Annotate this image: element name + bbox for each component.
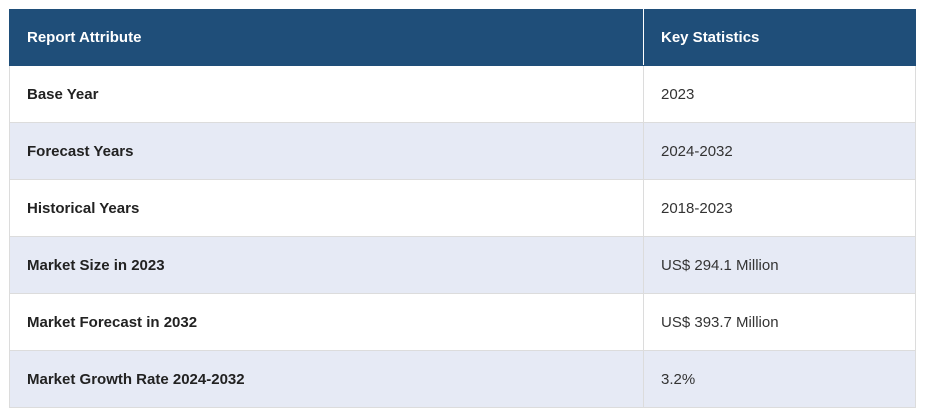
row-attribute: Historical Years xyxy=(9,179,644,237)
row-value: 2023 xyxy=(643,65,916,123)
row-value: US$ 393.7 Million xyxy=(643,293,916,351)
row-attribute: Market Forecast in 2032 xyxy=(9,293,644,351)
table-header: Report Attribute Key Statistics xyxy=(9,9,916,66)
report-statistics-table-container: Report Attribute Key Statistics Base Yea… xyxy=(9,9,916,408)
row-attribute: Market Size in 2023 xyxy=(9,236,644,294)
row-value: 3.2% xyxy=(643,350,916,408)
row-attribute: Forecast Years xyxy=(9,122,644,180)
table-header-row: Report Attribute Key Statistics xyxy=(9,9,916,66)
table-row: Market Size in 2023 US$ 294.1 Million xyxy=(9,236,916,294)
row-value: US$ 294.1 Million xyxy=(643,236,916,294)
header-key-statistics: Key Statistics xyxy=(643,9,916,66)
row-value: 2018-2023 xyxy=(643,179,916,237)
row-value: 2024-2032 xyxy=(643,122,916,180)
table-row: Market Forecast in 2032 US$ 393.7 Millio… xyxy=(9,293,916,351)
row-attribute: Market Growth Rate 2024-2032 xyxy=(9,350,644,408)
table-body: Base Year 2023 Forecast Years 2024-2032 … xyxy=(9,65,916,408)
table-row: Market Growth Rate 2024-2032 3.2% xyxy=(9,350,916,408)
table-row: Historical Years 2018-2023 xyxy=(9,179,916,237)
table-row: Forecast Years 2024-2032 xyxy=(9,122,916,180)
report-statistics-table: Report Attribute Key Statistics Base Yea… xyxy=(9,9,916,408)
header-report-attribute: Report Attribute xyxy=(9,9,644,66)
table-row: Base Year 2023 xyxy=(9,65,916,123)
row-attribute: Base Year xyxy=(9,65,644,123)
